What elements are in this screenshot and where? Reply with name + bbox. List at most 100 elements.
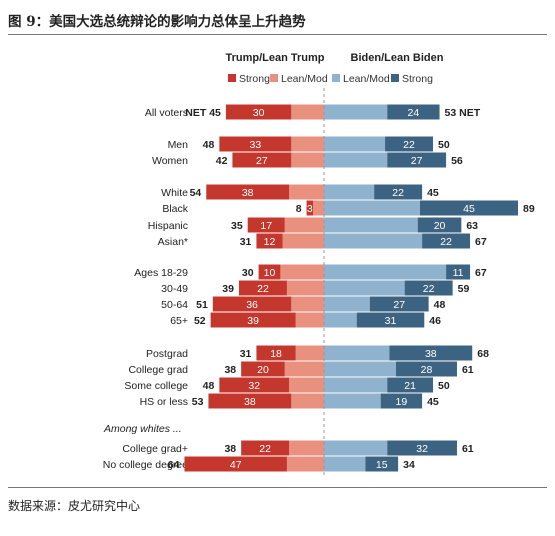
- row-label: Postgrad: [146, 348, 188, 360]
- bar-trump-strong: [256, 233, 283, 249]
- value-biden-strong: 22: [403, 139, 415, 151]
- value-trump-strong: 20: [257, 364, 269, 376]
- value-biden-strong: 22: [392, 187, 404, 199]
- bar-biden-strong: [395, 361, 457, 377]
- value-trump-strong: 38: [242, 187, 254, 199]
- bar-biden-strong: [389, 345, 473, 361]
- bar-biden-lean: [324, 184, 375, 200]
- bar-trump-lean: [291, 152, 324, 168]
- value-trump-strong: 33: [249, 139, 261, 151]
- bar-biden-lean: [324, 104, 388, 120]
- bar-trump-lean: [291, 296, 324, 312]
- value-trump-strong: 30: [253, 107, 265, 119]
- value-trump-net: 31: [240, 348, 252, 360]
- value-biden-net: 61: [462, 364, 474, 376]
- value-biden-net: 59: [458, 283, 470, 295]
- bar-biden-strong: [417, 217, 462, 233]
- row-label: 50-64: [161, 299, 188, 311]
- value-trump-net: 53: [192, 396, 204, 408]
- value-biden-strong: 27: [393, 299, 405, 311]
- bar-trump-strong: [219, 377, 290, 393]
- value-trump-strong: 17: [260, 220, 272, 232]
- value-trump-net: NET 45: [185, 107, 221, 119]
- bar-biden-strong: [446, 264, 471, 280]
- bar-biden-strong: [356, 312, 425, 328]
- row-label: White: [161, 187, 188, 199]
- legend-swatch-trump_strong: [228, 74, 236, 82]
- bar-trump-lean: [289, 377, 324, 393]
- row-label: Black: [162, 203, 188, 215]
- bar-trump-lean: [284, 361, 324, 377]
- value-biden-strong: 31: [385, 315, 397, 327]
- bar-trump-strong: [232, 152, 292, 168]
- bar-trump-lean: [291, 136, 324, 152]
- value-trump-strong: 27: [256, 155, 268, 167]
- bar-trump-strong: [241, 361, 285, 377]
- value-biden-net: 34: [403, 459, 415, 471]
- value-biden-net: 61: [462, 443, 474, 455]
- value-trump-net: 51: [196, 299, 208, 311]
- bar-biden-lean: [324, 152, 388, 168]
- value-trump-net: 48: [203, 380, 215, 392]
- bar-biden-lean: [324, 217, 418, 233]
- value-biden-net: 68: [477, 348, 489, 360]
- top-rule: [8, 34, 547, 35]
- bar-trump-lean: [295, 345, 324, 361]
- row-label: 65+: [170, 315, 188, 327]
- bar-trump-lean: [280, 264, 324, 280]
- bar-trump-lean: [291, 104, 324, 120]
- bar-trump-lean: [289, 184, 324, 200]
- bar-trump-strong: [241, 440, 290, 456]
- value-biden-net: 48: [434, 299, 446, 311]
- bar-trump-lean: [313, 200, 324, 216]
- row-label: All voters: [145, 107, 188, 119]
- bar-biden-strong: [380, 393, 423, 409]
- bar-trump-strong: [238, 280, 287, 296]
- figure-title: 图 9：美国大选总统辩论的影响力总体呈上升趋势: [8, 14, 306, 30]
- bar-biden-strong: [387, 440, 457, 456]
- bar-biden-strong: [387, 377, 433, 393]
- value-trump-strong: 18: [270, 348, 282, 360]
- bar-biden-lean: [324, 345, 390, 361]
- value-biden-strong: 24: [408, 107, 420, 119]
- bar-biden-strong: [385, 136, 433, 152]
- value-biden-net: 50: [438, 380, 450, 392]
- bar-biden-lean: [324, 233, 423, 249]
- bar-biden-lean: [324, 296, 370, 312]
- value-trump-net: 52: [194, 315, 206, 327]
- value-biden-net: 53 NET: [445, 107, 481, 119]
- value-biden-strong: 19: [396, 396, 408, 408]
- value-biden-net: 56: [451, 155, 463, 167]
- value-biden-strong: 20: [434, 220, 446, 232]
- bar-biden-lean: [324, 312, 357, 328]
- bar-biden-lean: [324, 136, 386, 152]
- bar-biden-strong: [365, 456, 399, 472]
- header-trump: Trump/Lean Trump: [225, 52, 324, 64]
- bar-trump-strong: [256, 345, 296, 361]
- value-biden-net: 67: [475, 267, 487, 279]
- legend-swatch-biden_strong: [391, 74, 399, 82]
- bar-trump-strong: [210, 312, 296, 328]
- bar-biden-lean: [324, 200, 420, 216]
- value-biden-strong: 27: [411, 155, 423, 167]
- value-biden-strong: 21: [404, 380, 416, 392]
- value-biden-strong: 22: [440, 236, 452, 248]
- bar-trump-strong: [206, 184, 290, 200]
- value-biden-strong: 11: [453, 267, 464, 279]
- legend-label-biden_lean: Lean/Mod: [343, 73, 390, 85]
- legend-label-trump_lean: Lean/Mod: [281, 73, 328, 85]
- value-trump-strong: 32: [248, 380, 260, 392]
- bar-trump-lean: [295, 312, 324, 328]
- bottom-rule: [8, 487, 547, 488]
- row-label: Women: [152, 155, 188, 167]
- bar-trump-lean: [286, 456, 324, 472]
- bar-biden-strong: [419, 200, 519, 216]
- value-biden-strong: 45: [463, 203, 475, 215]
- value-biden-net: 63: [466, 220, 478, 232]
- row-label: No college degree: [103, 459, 188, 471]
- value-trump-strong: 22: [259, 443, 271, 455]
- bar-trump-strong: [247, 217, 285, 233]
- bar-trump-strong: [306, 200, 314, 216]
- row-label: Men: [168, 139, 189, 151]
- value-trump-strong: 39: [247, 315, 259, 327]
